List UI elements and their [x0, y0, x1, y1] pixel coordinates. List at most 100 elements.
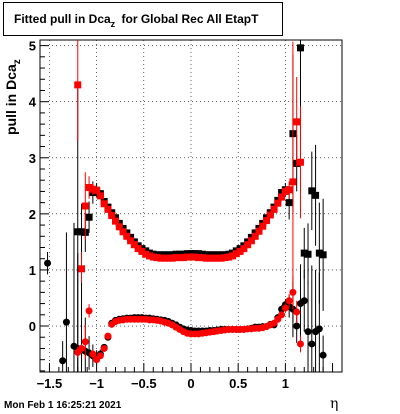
chart-title-box: Fitted pull in Dcaz for Global Rec All E…	[3, 2, 283, 36]
y-tick-label: 1	[29, 263, 36, 278]
data-point-square-marker	[138, 247, 146, 255]
data-point-square-marker	[300, 249, 308, 257]
y-axis-label: pull in Dcaz	[3, 59, 23, 135]
data-point-square-marker	[191, 253, 199, 261]
data-point-circle-marker	[89, 350, 97, 358]
data-point-circle-marker	[96, 352, 104, 360]
data-point-square-marker	[104, 205, 112, 213]
data-point-square-marker	[319, 251, 327, 259]
data-point-square-marker	[304, 250, 312, 258]
data-point-square-marker	[85, 183, 93, 191]
data-point-square-marker	[289, 178, 297, 186]
x-tick-label: −1	[89, 376, 104, 391]
data-point-square-marker	[78, 228, 86, 236]
data-point-square-marker	[308, 187, 316, 195]
data-point-square-marker	[183, 253, 191, 261]
data-point-square-marker	[206, 254, 214, 262]
data-point-square-marker	[100, 200, 108, 208]
timestamp-footer: Mon Feb 1 16:25:21 2021	[4, 400, 122, 411]
data-point-circle-marker	[100, 344, 108, 352]
data-point-square-marker	[74, 228, 82, 236]
data-point-circle-marker	[278, 311, 286, 319]
data-point-square-marker	[266, 211, 274, 219]
data-point-square-marker	[112, 217, 119, 225]
data-point-circle-marker	[315, 325, 323, 333]
data-point-square-marker	[149, 253, 157, 261]
data-point-square-marker	[74, 81, 82, 89]
data-point-circle-marker	[85, 307, 93, 315]
data-point-circle-marker	[308, 340, 316, 348]
data-point-circle-marker	[44, 259, 52, 267]
data-point-square-marker	[81, 202, 89, 210]
data-point-circle-marker	[104, 332, 112, 340]
data-point-square-marker	[240, 245, 248, 253]
data-point-square-marker	[236, 247, 244, 255]
data-point-square-marker	[274, 199, 282, 207]
x-tick-label: −1.5	[37, 376, 63, 391]
data-point-square-marker	[119, 228, 127, 236]
data-point-square-marker	[229, 252, 237, 260]
data-point-circle-marker	[62, 318, 70, 326]
data-point-square-marker	[161, 254, 169, 262]
data-point-square-marker	[281, 187, 289, 195]
y-tick-label: 0	[29, 319, 36, 334]
data-point-circle-marker	[59, 357, 67, 365]
data-point-square-marker	[296, 158, 304, 166]
x-tick-label: 0	[187, 376, 194, 391]
data-point-square-marker	[263, 217, 270, 225]
x-tick-label: 0.5	[229, 376, 247, 391]
data-point-square-marker	[134, 245, 142, 253]
data-point-square-marker	[96, 192, 104, 200]
data-point-square-marker	[164, 254, 172, 262]
x-axis-label: η	[330, 396, 339, 412]
data-point-circle-marker	[78, 344, 86, 352]
chart-title: Fitted pull in Dcaz for Global Rec All E…	[14, 12, 258, 29]
data-point-square-marker	[293, 118, 301, 126]
data-point-square-marker	[127, 237, 135, 245]
data-point-square-marker	[93, 186, 101, 194]
y-tick-label: 4	[29, 95, 37, 110]
data-point-circle-marker	[296, 340, 304, 348]
y-tick-label: 5	[29, 39, 36, 54]
data-point-square-marker	[198, 254, 206, 262]
data-point-square-marker	[221, 254, 229, 262]
data-point-square-marker	[187, 253, 195, 261]
x-tick-label: −0.5	[131, 376, 157, 391]
data-point-circle-marker	[293, 322, 301, 330]
data-point-square-marker	[108, 212, 116, 220]
data-point-square-marker	[168, 254, 176, 262]
data-point-square-marker	[172, 254, 180, 262]
data-point-square-marker	[259, 222, 267, 230]
data-point-circle-marker	[293, 308, 301, 316]
data-point-square-marker	[217, 254, 225, 262]
y-axis-label-subscript: z	[12, 59, 23, 65]
data-point-square-marker	[213, 254, 221, 262]
data-point-square-marker	[195, 250, 203, 258]
data-point-square-marker	[179, 254, 187, 262]
data-point-square-marker	[130, 241, 138, 249]
data-point-square-marker	[278, 189, 286, 197]
data-point-square-marker	[85, 213, 93, 221]
data-point-square-marker	[142, 250, 150, 258]
data-point-square-marker	[232, 250, 240, 258]
y-tick-label: 2	[29, 207, 36, 222]
data-point-square-marker	[270, 205, 278, 213]
data-point-circle-marker	[285, 297, 293, 305]
data-point-square-marker	[145, 252, 153, 260]
y-axis-label-main: pull in Dca	[3, 64, 19, 135]
data-point-square-marker	[315, 249, 323, 257]
data-point-circle-marker	[289, 288, 297, 296]
data-point-square-marker	[285, 199, 293, 207]
data-point-square-marker	[153, 254, 161, 262]
data-point-square-marker	[157, 254, 165, 262]
data-point-circle-marker	[300, 297, 308, 305]
title-subscript: z	[110, 19, 116, 29]
data-point-square-marker	[312, 191, 320, 199]
y-tick-label: 3	[29, 151, 36, 166]
data-point-square-marker	[195, 254, 203, 262]
data-point-square-marker	[225, 253, 233, 261]
data-point-square-marker	[176, 254, 184, 262]
data-point-square-marker	[115, 223, 123, 231]
data-point-square-marker	[202, 254, 210, 262]
